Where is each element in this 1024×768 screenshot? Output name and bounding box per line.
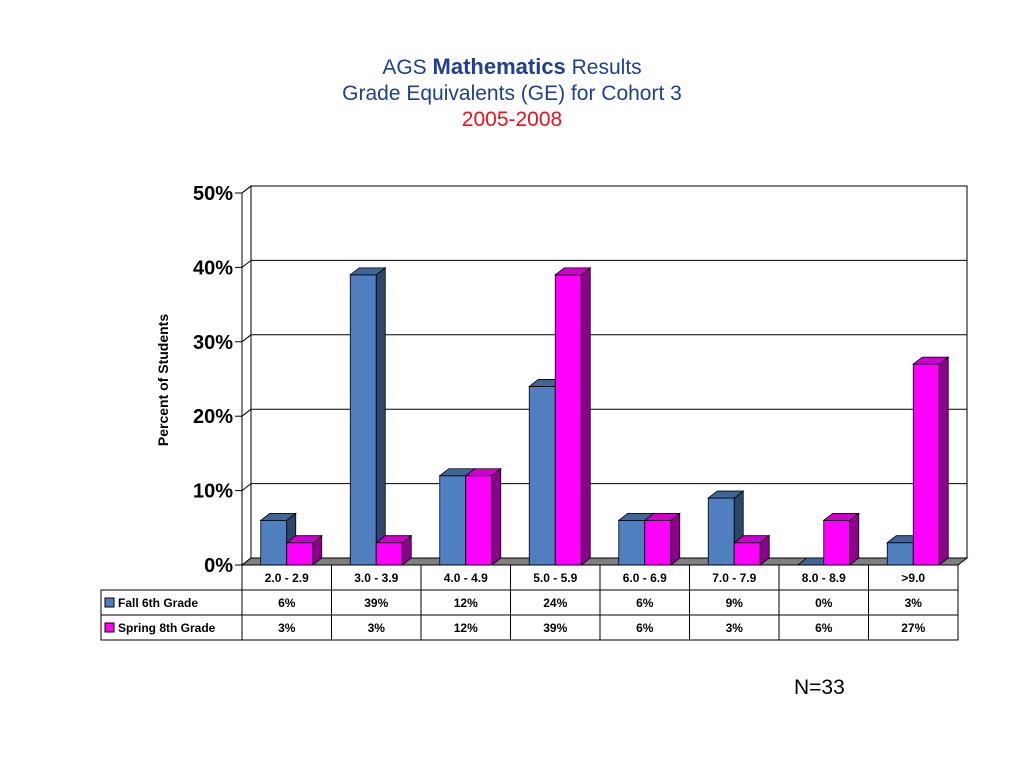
legend-entry: Spring 8th Grade xyxy=(118,621,216,635)
data-label: 12% xyxy=(454,596,478,610)
legend-swatch xyxy=(104,622,115,633)
bar-front xyxy=(823,519,851,566)
bar-front xyxy=(349,274,377,566)
data-label: 3% xyxy=(726,621,744,635)
bar-front xyxy=(886,542,914,566)
bar-front xyxy=(644,519,672,566)
bar-front xyxy=(528,386,556,566)
chart-years: 2005-2008 xyxy=(461,108,563,131)
x-tick-label: >9.0 xyxy=(901,571,925,585)
gridline-side xyxy=(241,185,252,194)
data-label: 24% xyxy=(543,596,567,610)
sample-size-note: N=33 xyxy=(794,676,845,699)
bar-side xyxy=(491,467,502,566)
gridline-side xyxy=(241,260,252,268)
side-wall xyxy=(241,184,252,567)
x-tick-label: 5.0 - 5.9 xyxy=(533,571,577,585)
data-label: 12% xyxy=(454,621,478,635)
bar-top xyxy=(707,490,745,499)
bar-top xyxy=(554,267,592,276)
chart-title-block: AGS Mathematics Results Grade Equivalent… xyxy=(0,54,1024,133)
bar-front xyxy=(286,542,314,566)
bar-front xyxy=(912,363,940,566)
legend-entry: Fall 6th Grade xyxy=(118,596,198,610)
title-prefix: AGS xyxy=(382,56,427,79)
data-label: 9% xyxy=(726,596,744,610)
y-tick-label: 10% xyxy=(193,481,233,503)
bar-top xyxy=(822,512,860,521)
bar-side xyxy=(580,267,591,566)
x-tick-label: 8.0 - 8.9 xyxy=(802,571,846,585)
bar-side xyxy=(938,356,949,566)
data-label: 3% xyxy=(905,596,923,610)
data-label: 3% xyxy=(278,621,296,635)
data-label: 0% xyxy=(815,596,833,610)
data-label: 6% xyxy=(636,596,654,610)
bar-front xyxy=(375,542,403,566)
bar-side xyxy=(849,512,860,566)
gridline-side xyxy=(241,334,252,343)
bar-front xyxy=(554,274,582,566)
bar-top xyxy=(464,468,502,477)
x-tick-label: 2.0 - 2.9 xyxy=(265,571,309,585)
y-tick-label: 20% xyxy=(193,406,233,428)
bar-top xyxy=(643,512,681,521)
bar-top xyxy=(912,356,950,365)
data-label: 3% xyxy=(368,621,386,635)
data-label: 27% xyxy=(901,621,925,635)
bar-top xyxy=(259,512,297,521)
bar-top xyxy=(285,535,323,544)
gridline-side xyxy=(241,408,252,417)
bar-top xyxy=(733,535,771,544)
data-label: 6% xyxy=(636,621,654,635)
x-tick-label: 7.0 - 7.9 xyxy=(712,571,756,585)
bar-front xyxy=(465,475,493,566)
y-tick-label: 50% xyxy=(193,183,233,205)
y-tick-label: 30% xyxy=(193,332,233,354)
y-tick-label: 40% xyxy=(193,257,233,279)
bar-top xyxy=(349,267,387,276)
data-label: 6% xyxy=(278,596,296,610)
data-label: 6% xyxy=(815,621,833,635)
data-label: 39% xyxy=(364,596,388,610)
chart-subtitle: Grade Equivalents (GE) for Cohort 3 xyxy=(342,82,682,105)
x-tick-label: 4.0 - 4.9 xyxy=(444,571,488,585)
title-bold: Mathematics xyxy=(432,54,566,79)
bar-side xyxy=(375,267,386,566)
x-tick-label: 3.0 - 3.9 xyxy=(354,571,398,585)
x-tick-label: 6.0 - 6.9 xyxy=(623,571,667,585)
bar-front xyxy=(618,519,646,566)
bar-front xyxy=(733,542,761,566)
bar-top xyxy=(375,535,413,544)
bar-side xyxy=(670,512,681,566)
chart-title: AGS Mathematics Results xyxy=(0,54,1024,81)
bar-front xyxy=(260,519,288,566)
data-label: 39% xyxy=(543,621,567,635)
gridline-side xyxy=(241,483,252,491)
title-suffix: Results xyxy=(571,56,642,79)
bar-front xyxy=(439,475,467,566)
y-tick-label: 0% xyxy=(204,555,233,577)
y-axis-label: Percent of Students xyxy=(155,314,171,446)
legend-swatch xyxy=(104,597,115,608)
bar-front xyxy=(707,497,735,566)
